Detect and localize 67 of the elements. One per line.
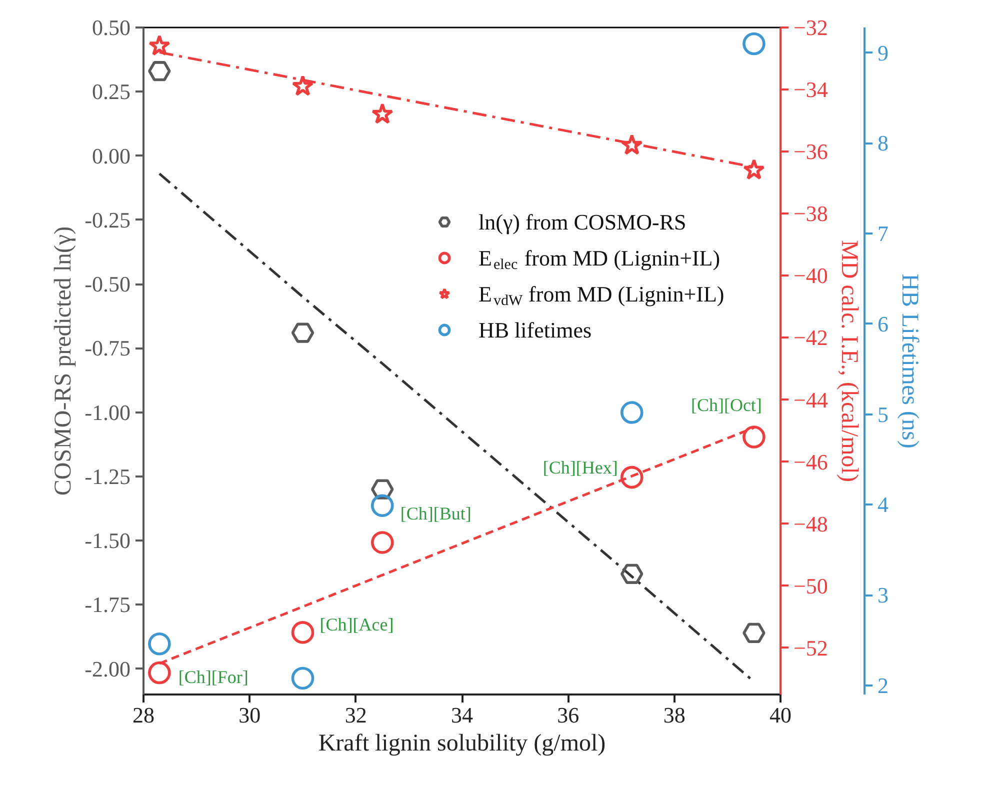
point bbox=[742, 622, 766, 643]
y3-tick-label: 9 bbox=[878, 40, 888, 66]
point bbox=[291, 666, 314, 690]
y2-tick-label: −36 bbox=[794, 139, 828, 164]
point bbox=[292, 75, 314, 96]
y2-tick-label: −40 bbox=[794, 263, 828, 288]
y-tick-label: -0.50 bbox=[84, 272, 130, 297]
y3-tick-label: 4 bbox=[878, 492, 888, 518]
y-tick-label: 0.50 bbox=[92, 15, 130, 40]
y3-tick-label: 3 bbox=[878, 582, 888, 608]
point bbox=[148, 34, 170, 56]
x-tick-label: 38 bbox=[663, 702, 686, 728]
x-axis-title: Kraft lignin solubility (g/mol) bbox=[318, 730, 606, 756]
point bbox=[742, 426, 766, 448]
y-tick-label: -1.25 bbox=[84, 464, 130, 489]
point bbox=[743, 158, 765, 180]
point bbox=[371, 102, 394, 124]
point bbox=[370, 494, 394, 517]
x-tick-label: 40 bbox=[770, 702, 792, 728]
y-tick-label: -0.75 bbox=[84, 336, 130, 361]
annotation: [Ch][Hex] bbox=[542, 457, 618, 478]
annotation: [Ch][Oct] bbox=[690, 395, 762, 416]
y2-axis-title: MD calc. I.E., (kcal/mol) bbox=[836, 240, 862, 482]
point bbox=[148, 632, 171, 656]
point bbox=[742, 32, 766, 56]
x-tick-label: 34 bbox=[451, 702, 473, 728]
point bbox=[620, 466, 644, 489]
legend-label: HB lifetimes bbox=[478, 318, 592, 342]
y2-tick-label: −32 bbox=[794, 15, 828, 40]
y2-tick-label: −42 bbox=[794, 325, 828, 350]
y3-tick-label: 2 bbox=[878, 672, 888, 698]
y2-tick-label: −44 bbox=[794, 387, 828, 412]
y-tick-label: -0.25 bbox=[84, 207, 130, 232]
annotation: [Ch][For] bbox=[178, 666, 248, 687]
x-tick-label: 36 bbox=[557, 702, 580, 728]
y3-tick-label: 8 bbox=[878, 130, 888, 156]
x-tick-label: 30 bbox=[238, 702, 261, 728]
point bbox=[291, 621, 314, 644]
point bbox=[620, 134, 643, 155]
y-tick-label: -2.00 bbox=[84, 656, 130, 682]
y-tick-label: -1.00 bbox=[84, 400, 130, 425]
y2-tick-label: −52 bbox=[794, 635, 828, 660]
y-tick-label: 0.00 bbox=[92, 143, 130, 168]
y-tick-label: -1.75 bbox=[84, 592, 130, 618]
y2-tick-label: −50 bbox=[794, 573, 828, 598]
point bbox=[148, 61, 171, 82]
x-tick-label: 32 bbox=[344, 702, 367, 728]
y3-axis-title: HB Lifetimes (ns) bbox=[896, 274, 922, 448]
point bbox=[148, 661, 171, 684]
point bbox=[620, 564, 644, 584]
y3-tick-label: 6 bbox=[878, 311, 888, 336]
y-tick-label: -1.50 bbox=[84, 528, 130, 554]
y-tick-label: 0.25 bbox=[92, 79, 130, 104]
point bbox=[620, 401, 644, 424]
x-tick-label: 28 bbox=[132, 702, 154, 728]
y2-tick-label: −34 bbox=[794, 77, 828, 102]
y2-tick-label: −38 bbox=[794, 201, 828, 226]
y3-tick-label: 7 bbox=[878, 221, 888, 246]
point bbox=[370, 531, 394, 554]
legend-label: ln(γ) from COSMO-RS bbox=[478, 210, 686, 234]
point bbox=[291, 322, 314, 343]
y2-tick-label: −48 bbox=[794, 511, 828, 536]
annotation: [Ch][Ace] bbox=[320, 614, 394, 634]
y3-tick-label: 5 bbox=[878, 402, 888, 427]
y2-tick-label: −46 bbox=[794, 449, 828, 474]
annotation: [Ch][But] bbox=[400, 503, 472, 524]
y-axis-title: COSMO-RS predicted ln(γ) bbox=[50, 226, 77, 496]
